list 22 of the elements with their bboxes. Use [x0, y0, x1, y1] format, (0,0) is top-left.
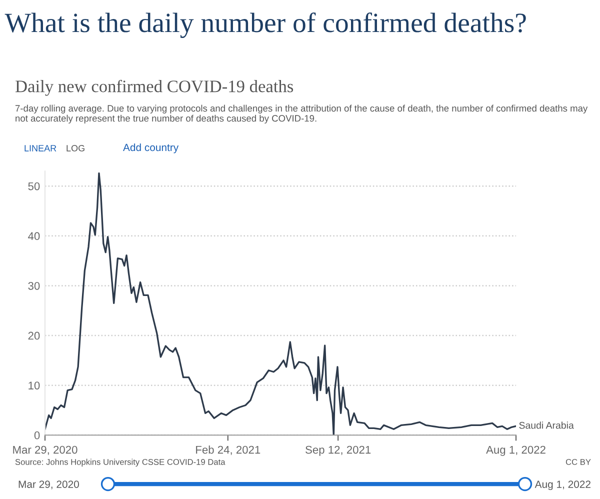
text: 7-day rolling average. Due to varying protocols and challenges in the attribution of the cause of death, the number of confirmed deaths may not accurately represent the true number of deaths caused by COVID-19. — [15, 104, 588, 124]
text: LOG — [66, 145, 84, 152]
x-tick-label: Mar 29, 2020 — [13, 446, 78, 456]
y-tick-label: 30 — [28, 282, 40, 290]
chart-subtitle: Daily new confirmed COVID-19 deaths — [16, 80, 294, 96]
line-series — [45, 172, 516, 436]
series-label: Saudi Arabia — [519, 422, 574, 429]
chart-title: What is the daily number of confirmed deaths? — [4, 12, 526, 38]
x-tick-label: Sep 12, 2021 — [306, 446, 371, 456]
y-tick-label: 40 — [28, 232, 40, 240]
text: Add country — [123, 143, 179, 154]
x-tick-label: Feb 24, 2021 — [196, 446, 260, 456]
text: CC BY — [566, 459, 591, 465]
y-tick-label: 20 — [28, 332, 40, 340]
y-tick-label: 0 — [34, 431, 40, 440]
source-note: Source: Johns Hopkins University CSSE COVID-19 Data — [15, 458, 226, 467]
text: Aug 1, 2022 — [534, 480, 590, 490]
text: LINEAR — [24, 145, 56, 152]
text: Mar 29, 2020 — [18, 480, 79, 490]
y-tick-label: 50 — [28, 182, 40, 190]
y-tick-label: 10 — [28, 382, 40, 390]
x-tick-label: Aug 1, 2022 — [486, 446, 546, 456]
